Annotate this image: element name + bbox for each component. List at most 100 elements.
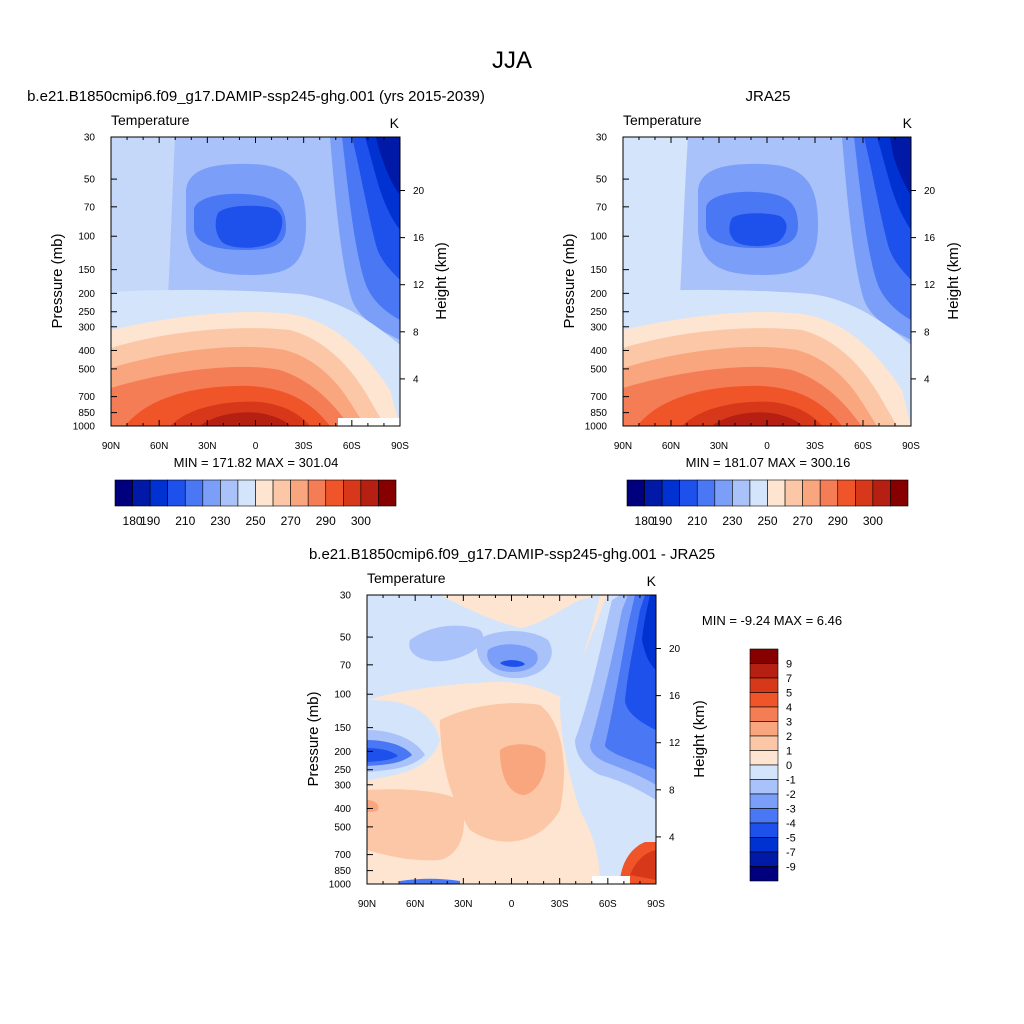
y-tick-label: 70 xyxy=(84,202,96,213)
x-tick-label: 90N xyxy=(614,441,632,452)
colorbar-box xyxy=(167,479,186,507)
colorbar-label: -5 xyxy=(786,833,796,845)
y-tick-label: 1000 xyxy=(329,880,352,891)
colorbar-label: -3 xyxy=(786,804,796,816)
panel-diff: b.e21.B1850cmip6.f09_g17.DAMIP-ssp245-gh… xyxy=(305,546,842,910)
y-tick-label: 200 xyxy=(334,747,351,758)
colorbar-box xyxy=(714,479,733,507)
panel-obs-y2label: Height (km) xyxy=(945,242,962,320)
panel-obs-left-string: Temperature xyxy=(623,112,702,128)
colorbar-box xyxy=(290,479,309,507)
y-tick-label: 700 xyxy=(334,850,351,861)
colorbar-box xyxy=(749,479,768,507)
contour-fill xyxy=(623,137,688,300)
colorbar-label: 190 xyxy=(140,514,160,528)
colorbar-box xyxy=(644,479,663,507)
colorbar-label: 250 xyxy=(757,514,777,528)
panel-diff-units: K xyxy=(647,573,657,589)
colorbar-box xyxy=(802,479,821,507)
y-tick-label: 300 xyxy=(334,780,351,791)
colorbar-box xyxy=(749,808,779,824)
colorbar-label: 180 xyxy=(635,514,655,528)
figure-title: JJA xyxy=(492,47,532,74)
y2-tick-label: 8 xyxy=(413,327,419,338)
panel-obs-axes: 90N 60N 30N 0 30S 60S 90S 30 50 70 100 150 200 250 300… xyxy=(585,133,936,453)
y-tick-label: 100 xyxy=(334,690,351,701)
colorbar-box xyxy=(114,479,133,507)
y-tick-label: 150 xyxy=(590,265,607,276)
colorbar-box xyxy=(732,479,751,507)
colorbar-box xyxy=(749,721,779,737)
x-tick-label: 60S xyxy=(343,441,361,452)
panel-obs-stats: MIN = 181.07 MAX = 300.16 xyxy=(686,455,851,470)
contour-fill xyxy=(200,412,290,426)
y-tick-label: 500 xyxy=(590,364,607,375)
panel-diff-left-string: Temperature xyxy=(367,570,446,586)
colorbar-box xyxy=(343,479,362,507)
colorbar-box xyxy=(749,663,779,679)
colorbar-box xyxy=(661,479,680,507)
colorbar-box xyxy=(890,479,909,507)
colorbar-label: 190 xyxy=(652,514,672,528)
colorbar-label: 210 xyxy=(687,514,707,528)
y-tick-label: 100 xyxy=(78,232,95,243)
y-tick-label: 250 xyxy=(78,307,95,318)
colorbar-label: 300 xyxy=(863,514,883,528)
y-tick-label: 70 xyxy=(340,660,352,671)
panel-model-axes: 90N 60N 30N 0 30S 60S 90S 30 50 70 100 150 200 250 300… xyxy=(73,133,425,453)
colorbar-label: 230 xyxy=(722,514,742,528)
colorbar-label: 3 xyxy=(786,717,792,729)
panel-diff-ylabel: Pressure (mb) xyxy=(305,691,322,786)
y2-tick-label: 8 xyxy=(924,327,930,338)
contour-fill xyxy=(487,644,538,672)
colorbar-box xyxy=(855,479,874,507)
contour-fill xyxy=(729,213,787,247)
contour-fill xyxy=(111,137,175,300)
colorbar-box xyxy=(378,479,397,507)
colorbar-box xyxy=(272,479,291,507)
y2-tick-label: 4 xyxy=(413,374,419,385)
panel-model-contours xyxy=(111,137,400,426)
colorbar-box xyxy=(132,479,151,507)
y2-tick-label: 4 xyxy=(669,832,675,843)
y-tick-label: 150 xyxy=(78,265,95,276)
panel-model-units: K xyxy=(390,115,400,131)
y2-tick-label: 12 xyxy=(924,280,936,291)
x-tick-label: 60N xyxy=(662,441,680,452)
colorbar-box xyxy=(749,851,779,867)
missing-data xyxy=(338,418,400,426)
colorbar-box xyxy=(837,479,856,507)
x-tick-label: 30N xyxy=(198,441,216,452)
colorbar-box xyxy=(749,692,779,708)
contour-fill xyxy=(500,660,525,667)
colorbar-label: 290 xyxy=(828,514,848,528)
colorbar-box xyxy=(679,479,698,507)
panel-obs-contours xyxy=(623,137,911,426)
y-tick-label: 300 xyxy=(78,322,95,333)
x-tick-label: 90S xyxy=(647,899,665,910)
colorbar-box xyxy=(626,479,645,507)
panel-diff-axes: 90N 60N 30N 0 30S 60S 90S 30 50 70 100 150 200 250 300… xyxy=(329,591,681,911)
panel-model-title: b.e21.B1850cmip6.f09_g17.DAMIP-ssp245-gh… xyxy=(27,88,485,105)
colorbar-label: -1 xyxy=(786,775,796,787)
panel-model-left-string: Temperature xyxy=(111,112,190,128)
colorbar-box xyxy=(819,479,839,507)
colorbar-label: 5 xyxy=(786,688,792,700)
y-tick-label: 850 xyxy=(334,866,351,877)
x-tick-label: 30S xyxy=(295,441,313,452)
x-tick-label: 30S xyxy=(806,441,824,452)
colorbar-box xyxy=(749,706,779,722)
contour-fill xyxy=(367,789,464,861)
colorbar-box xyxy=(307,479,327,507)
colorbar-label: 0 xyxy=(786,760,792,772)
y-tick-label: 100 xyxy=(590,232,607,243)
panel-obs-units: K xyxy=(903,115,913,131)
contour-fill xyxy=(630,850,656,880)
x-tick-label: 90S xyxy=(391,441,409,452)
colorbar-label: 300 xyxy=(351,514,371,528)
panel-model: b.e21.B1850cmip6.f09_g17.DAMIP-ssp245-gh… xyxy=(27,88,485,528)
colorbar-label: 230 xyxy=(210,514,230,528)
y-tick-label: 850 xyxy=(78,408,95,419)
colorbar-label: -2 xyxy=(786,789,796,801)
contour-fill xyxy=(712,412,802,426)
